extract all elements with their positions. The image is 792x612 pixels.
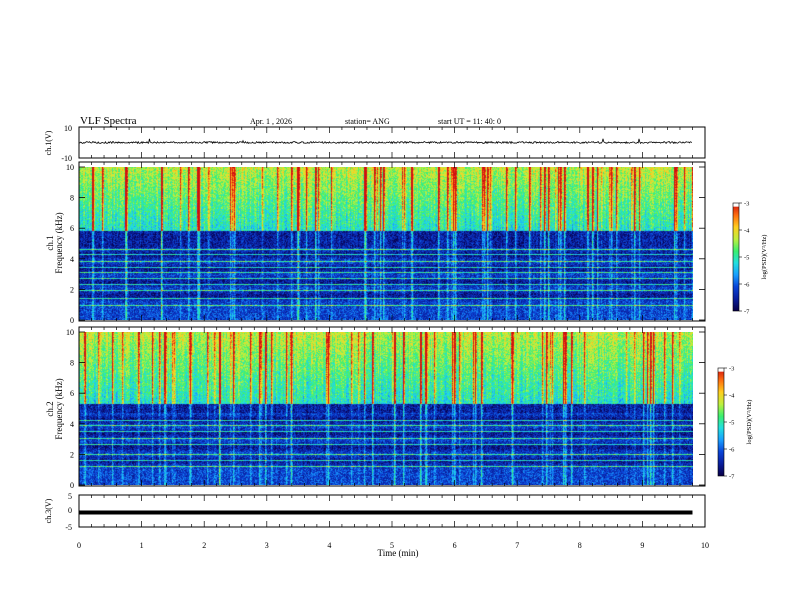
cbar2-tick-label-2: -5 <box>729 420 734 427</box>
cbar2-tick-label-0: -3 <box>729 366 734 373</box>
ch2-spectrogram-ylabel-channel: ch.2 <box>45 401 55 416</box>
date-label: Apr. 1 , 2026 <box>250 117 292 126</box>
spec1-ytick-label-3: 6 <box>70 224 74 233</box>
cbar1-tick-label-0: -3 <box>744 201 749 208</box>
ch3-waveform-ylabel: ch.3(V) <box>44 498 53 523</box>
ch2-spectrogram-heatmap <box>79 332 693 485</box>
start-time-label: start UT = 11: 40: 0 <box>438 117 501 126</box>
ch3-ytick-bottom: -5 <box>65 523 72 532</box>
ch2-colorbar <box>718 368 724 476</box>
spec2-ytick-label-2: 4 <box>70 420 74 429</box>
ch1-waveform-trace <box>78 138 693 145</box>
ch1-ytick-bottom: -10 <box>61 154 72 163</box>
cbar2-tick-label-3: -6 <box>729 447 735 454</box>
ch1-spectrogram-xticks <box>78 162 706 321</box>
ch3-ytick-top: 5 <box>68 492 72 501</box>
ch3-ytick-mid: 0 <box>68 506 72 515</box>
ch2-spectrogram-ylabel: Frequency (kHz) <box>54 378 64 439</box>
ch1-ytick-top: 10 <box>64 124 72 133</box>
spec1-ytick-label-1: 2 <box>70 285 74 294</box>
time-tick-label-0: 0 <box>77 541 81 550</box>
spec2-ytick-label-3: 6 <box>70 389 74 398</box>
cbar1-tick-label-3: -6 <box>744 282 750 289</box>
ch1-spectrogram-heatmap <box>79 167 693 320</box>
ch2-colorbar-label: log(PSD)(V²/Hz) <box>746 400 753 445</box>
time-tick-label-3: 3 <box>265 541 269 550</box>
cbar2-tick-label-4: -7 <box>729 474 735 481</box>
time-tick-label-10: 10 <box>701 541 709 550</box>
ch1-waveform-ylabel: ch.1(V) <box>44 130 53 155</box>
cbar1-tick-label-1: -4 <box>744 228 750 235</box>
ch3-waveform-panel: 5 0 -5 ch.3(V) <box>44 492 706 532</box>
time-tick-label-5: 5 <box>390 541 394 550</box>
spec2-ytick-label-0: 0 <box>70 481 74 490</box>
ch1-spectrogram-ylabel: Frequency (kHz) <box>54 212 64 273</box>
ch1-colorbar-ticks: -3 -4 -5 -6 -7 <box>739 201 750 316</box>
cbar2-tick-label-1: -4 <box>729 393 735 400</box>
ch1-colorbar <box>733 203 739 311</box>
time-axis-tick-labels: 0 1 2 3 4 5 6 7 8 9 10 <box>77 541 709 550</box>
ch2-spectrogram-yticks: 0 2 4 6 8 10 <box>66 328 705 490</box>
spec1-ytick-label-5: 10 <box>66 163 74 172</box>
ch1-spectrogram-ylabel-channel: ch.1 <box>45 235 55 250</box>
time-tick-label-1: 1 <box>140 541 144 550</box>
ch1-spectrogram-yticks: 0 2 4 6 8 10 <box>66 163 705 325</box>
time-tick-label-2: 2 <box>202 541 206 550</box>
ch3-waveform-xticks <box>78 495 706 527</box>
time-axis-label: Time (min) <box>378 548 419 558</box>
time-tick-label-7: 7 <box>515 541 519 550</box>
spec1-ytick-label-2: 4 <box>70 255 74 264</box>
ch3-waveform-trace <box>79 510 693 515</box>
time-tick-label-9: 9 <box>640 541 644 550</box>
time-tick-label-8: 8 <box>578 541 582 550</box>
cbar1-tick-label-4: -7 <box>744 309 750 316</box>
cbar1-tick-label-2: -5 <box>744 255 749 262</box>
ch1-waveform-xticks <box>78 127 706 158</box>
ch2-spectrogram-xticks <box>78 327 706 486</box>
spec1-ytick-label-4: 8 <box>70 194 74 203</box>
spec1-ytick-label-0: 0 <box>70 316 74 325</box>
ch2-colorbar-ticks: -3 -4 -5 -6 -7 <box>724 366 735 481</box>
station-label: station= ANG <box>345 117 390 126</box>
spec2-ytick-label-1: 2 <box>70 450 74 459</box>
time-tick-label-4: 4 <box>327 541 331 550</box>
time-tick-label-6: 6 <box>453 541 457 550</box>
ch1-waveform-panel: 10 -10 ch.1(V) <box>44 124 706 163</box>
spec2-ytick-label-5: 10 <box>66 328 74 337</box>
spec2-ytick-label-4: 8 <box>70 359 74 368</box>
ch1-colorbar-label: log(PSD)(V²/Hz) <box>761 235 768 280</box>
figure-title: VLF Spectra <box>80 115 137 127</box>
